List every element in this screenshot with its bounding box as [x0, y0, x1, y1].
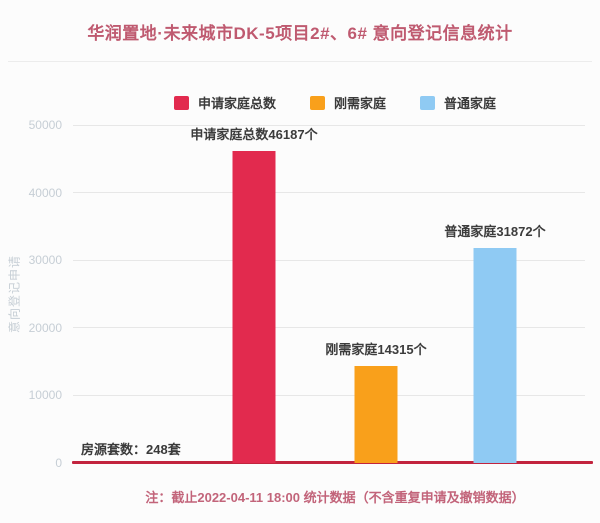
gridline: [73, 192, 585, 194]
legend-swatch: [420, 95, 435, 110]
housing-count-label: 房源套数：248套: [81, 442, 181, 457]
footnote: 注：截止2022-04-11 18:00 统计数据（不含重复申请及撤销数据）: [145, 490, 525, 505]
plot-area: 意向登记申请 房源套数：248套 0 10000 20000 30000 40000 50…: [8, 118, 593, 470]
page-title: 华润置地·未来城市DK-5项目2#、6# 意向登记信息统计: [87, 24, 513, 43]
legend-label: 申请家庭总数: [197, 96, 276, 111]
bar-value-label: 普通家庭31872个: [444, 223, 546, 239]
gridline: [73, 259, 585, 261]
legend-item: 申请家庭总数: [173, 93, 276, 112]
legend-label: 普通家庭: [444, 96, 497, 111]
legend-item: 普通家庭: [420, 93, 496, 112]
legend-label: 刚需家庭: [333, 96, 386, 111]
y-tick-label: 10000: [28, 388, 62, 403]
gridline: [73, 394, 585, 396]
y-tick-label: 40000: [28, 185, 62, 200]
y-tick-label: 50000: [28, 118, 62, 132]
legend-item: 刚需家庭: [309, 93, 386, 112]
y-tick-label: 0: [55, 456, 62, 470]
y-tick-label: 20000: [28, 320, 62, 335]
bar-value-label: 刚需家庭14315个: [325, 342, 427, 358]
bar-total-applicant-families: [232, 150, 276, 463]
bar-value-label: 申请家庭总数46187个: [190, 126, 318, 142]
housing-baseline-line: [72, 461, 593, 464]
gridline: [73, 327, 585, 329]
y-tick-label: 30000: [28, 253, 62, 268]
gridline: [73, 124, 585, 126]
legend-swatch: [309, 95, 325, 110]
bar-rigid-demand-families: [354, 366, 398, 463]
legend: 申请家庭总数 刚需家庭 普通家庭: [85, 93, 585, 112]
title-divider: [8, 61, 592, 62]
legend-swatch: [173, 95, 189, 110]
bar-ordinary-families: [473, 247, 517, 463]
